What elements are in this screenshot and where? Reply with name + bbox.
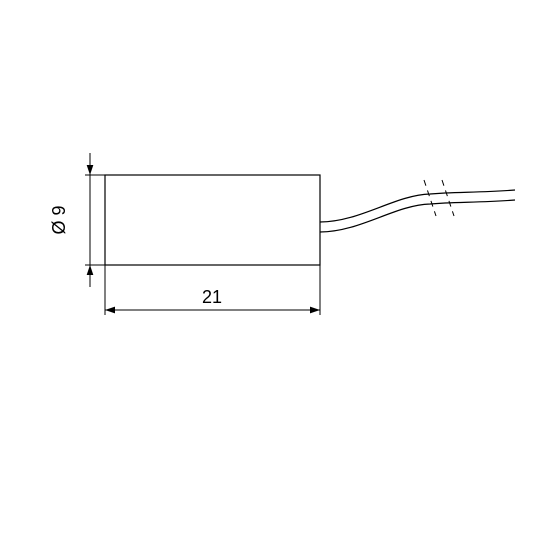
height-arrow-top xyxy=(87,165,94,175)
wire-bottom xyxy=(320,200,515,232)
width-arrow-left xyxy=(105,307,115,314)
width-dim-label: 21 xyxy=(202,287,222,307)
height-arrow-bot xyxy=(87,265,94,275)
break-mark-left xyxy=(424,180,436,216)
wire-top xyxy=(320,190,515,222)
height-dim-label: Ø 9 xyxy=(49,205,69,234)
break-mark-right xyxy=(442,180,454,216)
width-arrow-right xyxy=(310,307,320,314)
component-body xyxy=(105,175,320,265)
dimension-drawing: Ø 9 21 xyxy=(0,0,550,550)
